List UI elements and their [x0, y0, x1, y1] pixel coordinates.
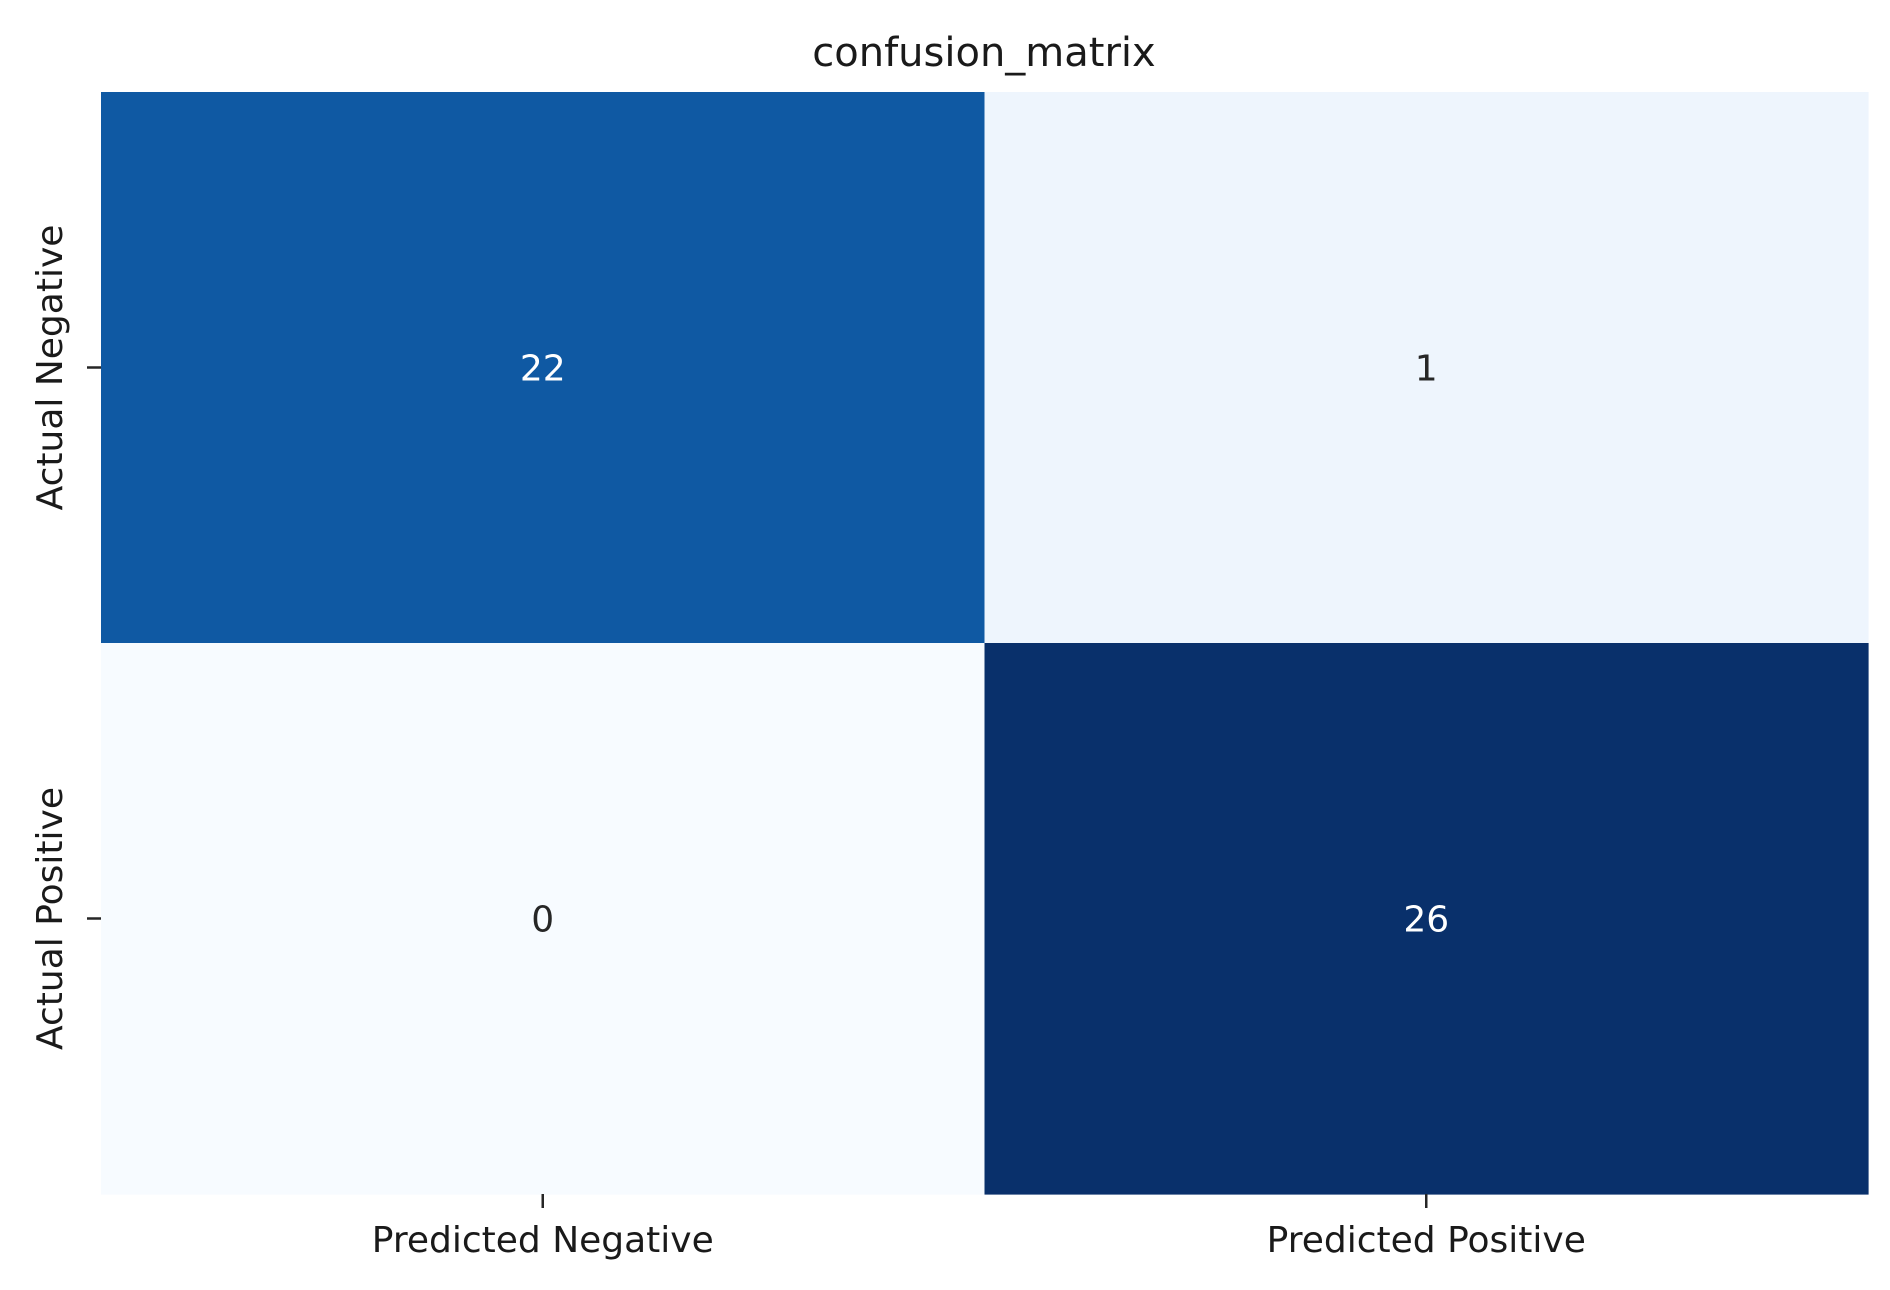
heatmap-cells [101, 92, 1869, 1195]
cell-annotation-1-0: 0 [531, 900, 554, 941]
cell-annotation-0-1: 1 [1415, 349, 1438, 390]
y-axis: Actual Negative Actual Positive [30, 225, 101, 1050]
heatmap-cell-0-0 [101, 92, 986, 644]
x-tick-label: Predicted Positive [1267, 1220, 1586, 1261]
heatmap-cell-0-1 [984, 92, 1869, 644]
y-tick-label: Actual Negative [30, 225, 71, 511]
cell-annotation-0-0: 22 [520, 349, 566, 390]
y-tick-label: Actual Positive [30, 787, 71, 1050]
cell-annotation-1-1: 26 [1403, 900, 1449, 941]
heatmap-cell-1-0 [101, 643, 986, 1195]
x-tick-label: Predicted Negative [372, 1220, 714, 1261]
cell-annotations: 22 1 0 26 [520, 349, 1449, 941]
chart-title: confusion_matrix [812, 30, 1155, 76]
heatmap-cell-1-1 [984, 643, 1869, 1195]
x-axis: Predicted Negative Predicted Positive [372, 1194, 1586, 1261]
